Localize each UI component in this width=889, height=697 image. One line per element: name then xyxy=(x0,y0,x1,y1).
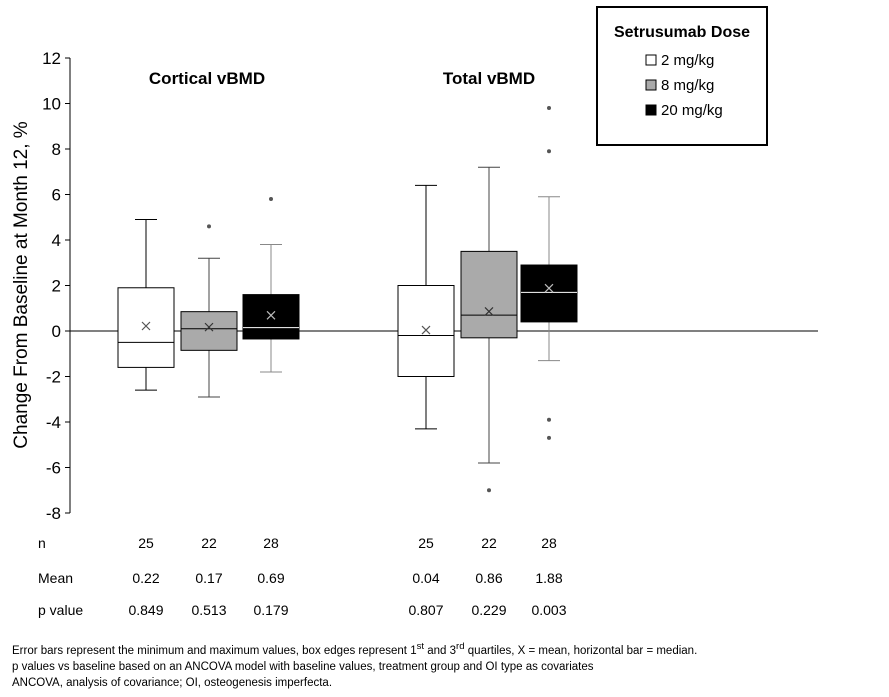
outlier-point xyxy=(547,417,551,422)
y-tick-label: 2 xyxy=(52,277,61,296)
outlier-point xyxy=(547,149,551,154)
footnote-line-2: p values vs baseline based on an ANCOVA … xyxy=(12,660,594,673)
mean-marker xyxy=(266,310,276,320)
table-cell: 0.69 xyxy=(257,570,284,586)
table-cell: 0.179 xyxy=(253,602,288,618)
y-tick-label: 8 xyxy=(52,140,61,159)
outlier-point xyxy=(547,106,551,111)
table-cell: 28 xyxy=(263,535,279,551)
legend-swatch xyxy=(645,104,657,116)
table-cell: 1.88 xyxy=(535,570,562,586)
group-title: Cortical vBMD xyxy=(149,69,265,88)
box-1-2 xyxy=(180,224,238,398)
mean-marker xyxy=(421,325,431,335)
table-cell: 0.807 xyxy=(408,602,443,618)
table-row-label: n xyxy=(38,535,46,551)
mean-marker xyxy=(204,322,214,332)
box-iqr xyxy=(520,264,578,323)
outlier-point xyxy=(269,197,273,202)
y-tick-label: 12 xyxy=(42,49,61,68)
mean-marker xyxy=(484,307,494,316)
table-cell: 25 xyxy=(418,535,434,551)
table-cell: 0.22 xyxy=(132,570,159,586)
y-tick-label: -2 xyxy=(46,368,61,387)
table-row-label: p value xyxy=(38,602,83,618)
legend-label: 20 mg/kg xyxy=(661,102,723,119)
box-iqr xyxy=(460,250,518,339)
y-tick-label: 0 xyxy=(52,322,61,341)
outlier-point xyxy=(207,224,211,229)
box-1-1 xyxy=(117,219,175,391)
outlier-point xyxy=(547,435,551,440)
box-iqr xyxy=(397,285,455,377)
y-tick-label: -8 xyxy=(46,504,61,523)
footnote-line-3: ANCOVA, analysis of covariance; OI, oste… xyxy=(12,676,333,689)
box-1-3 xyxy=(242,197,300,373)
outlier-point xyxy=(487,488,491,493)
footnotes: Error bars represent the minimum and max… xyxy=(12,639,887,691)
box-2-2 xyxy=(460,166,518,493)
legend-label: 8 mg/kg xyxy=(661,77,714,94)
table-cell: 0.513 xyxy=(191,602,226,618)
table-row-label: Mean xyxy=(38,570,73,586)
legend: Setrusumab Dose 2 mg/kg 8 mg/kg 20 mg/kg xyxy=(596,6,768,146)
table-cell: 0.849 xyxy=(128,602,163,618)
y-tick-label: 10 xyxy=(42,95,61,114)
legend-box xyxy=(596,6,768,146)
table-cell: 0.17 xyxy=(195,570,222,586)
mean-marker xyxy=(141,321,151,331)
box-iqr xyxy=(180,311,238,351)
box-plot-chart: -8 -6 -4 -2 0 2 4 6 8 10 12 Change From Baseline at… xyxy=(11,6,818,618)
y-tick-label: -4 xyxy=(46,413,61,432)
y-tick-label: 4 xyxy=(52,231,61,250)
legend-label: 2 mg/kg xyxy=(661,52,714,69)
box-iqr xyxy=(117,287,175,368)
table-cell: 0.229 xyxy=(471,602,506,618)
table-cell: 22 xyxy=(201,535,217,551)
table-cell: 0.04 xyxy=(412,570,439,586)
mean-marker xyxy=(544,283,554,293)
table-cell: 25 xyxy=(138,535,154,551)
box-2-3 xyxy=(520,106,578,440)
footnote-line-1: Error bars represent the minimum and max… xyxy=(12,641,698,657)
legend-swatch xyxy=(645,54,657,66)
legend-swatch xyxy=(645,79,657,91)
y-tick-label: -6 xyxy=(46,459,61,478)
table-cell: 0.003 xyxy=(531,602,566,618)
table-cell: 28 xyxy=(541,535,557,551)
table-cell: 22 xyxy=(481,535,497,551)
legend-title: Setrusumab Dose xyxy=(614,24,750,41)
box-2-1 xyxy=(397,184,455,430)
box-iqr xyxy=(242,294,300,340)
table-cell: 0.86 xyxy=(475,570,502,586)
group-title: Total vBMD xyxy=(443,69,535,88)
y-axis-label: Change From Baseline at Month 12, % xyxy=(11,121,32,449)
y-tick-label: 6 xyxy=(52,186,61,205)
